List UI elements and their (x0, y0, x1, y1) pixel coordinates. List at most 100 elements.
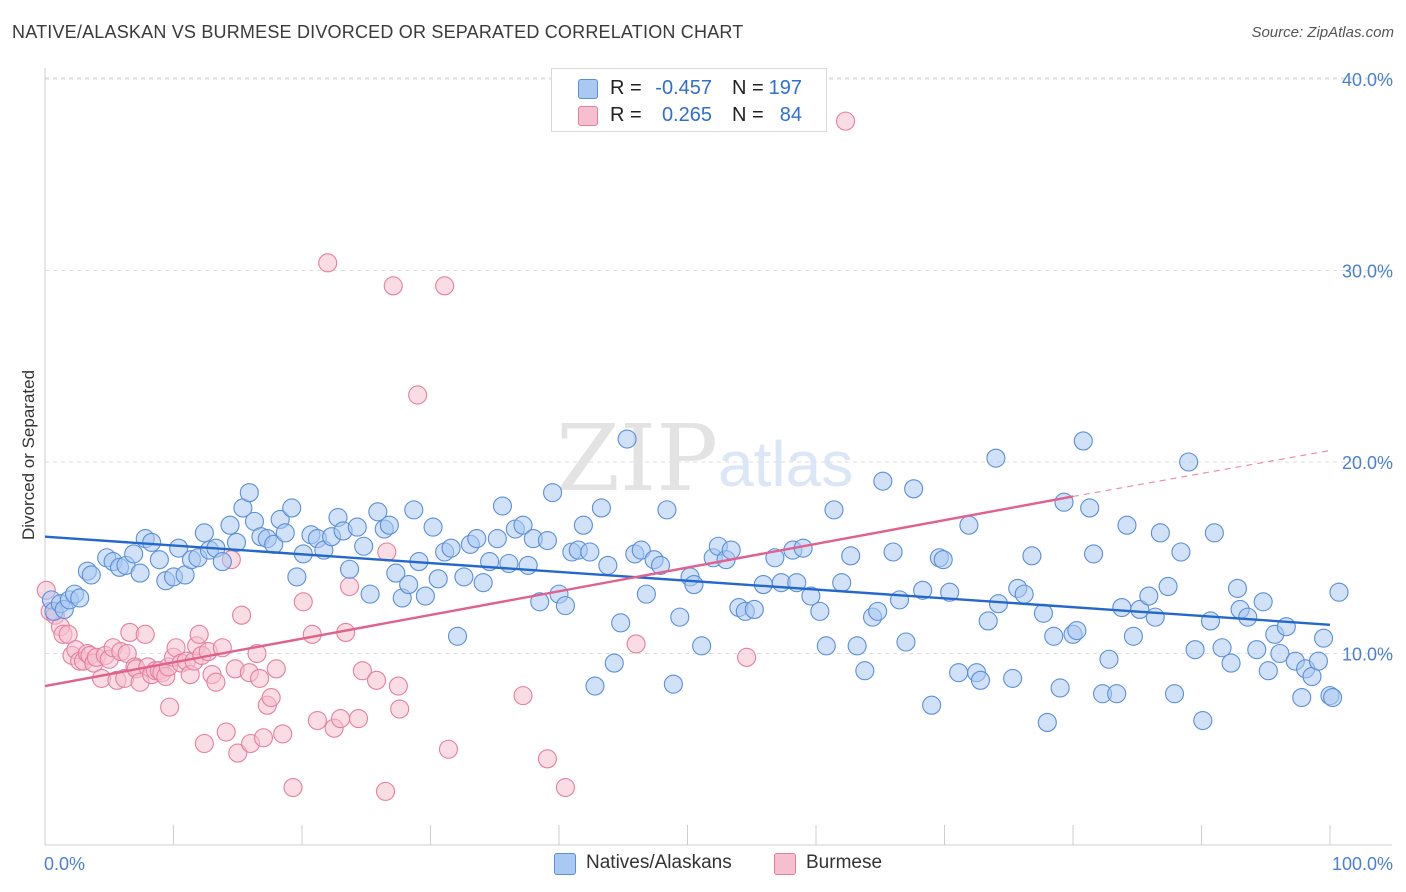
natives-point (239, 483, 259, 503)
burmese-point (438, 739, 459, 759)
data-points (36, 111, 1349, 801)
natives-point (591, 498, 611, 518)
natives-point (194, 523, 214, 543)
natives-point (986, 448, 1006, 468)
burmese-point (513, 686, 533, 706)
burmese-swatch (578, 106, 598, 126)
natives-point (492, 496, 513, 516)
n-value: 197 (768, 77, 802, 99)
natives-point (810, 601, 830, 621)
burmese-point (293, 592, 313, 612)
natives-point (631, 540, 651, 560)
natives-point (282, 498, 302, 518)
natives-point (978, 611, 998, 631)
natives-point (585, 676, 605, 696)
natives-point (124, 544, 144, 564)
natives-point (70, 588, 90, 608)
burmese-point (836, 111, 856, 131)
natives-point (657, 500, 677, 520)
natives-point (896, 632, 916, 652)
burmese-point (206, 672, 226, 692)
natives-point (988, 594, 1009, 614)
burmese-point (216, 722, 236, 742)
natives-point (454, 567, 474, 587)
natives-point (1270, 643, 1290, 664)
legend-burmese-swatch (774, 853, 796, 875)
natives-point (1323, 687, 1343, 708)
burmese-point (135, 624, 155, 644)
natives-point (130, 563, 150, 583)
natives-point (1014, 584, 1034, 604)
natives-point (1003, 668, 1023, 688)
natives-swatch (578, 79, 598, 99)
burmese-point (232, 605, 252, 625)
burmese-point (330, 709, 351, 729)
natives-point (287, 567, 307, 587)
natives-point (447, 626, 468, 646)
natives-point (1033, 603, 1053, 623)
natives-point (1050, 678, 1070, 698)
natives-point (220, 515, 240, 535)
natives-point (1247, 640, 1267, 660)
natives-point (1130, 599, 1150, 620)
burmese-point (339, 576, 360, 597)
natives-point (1099, 649, 1119, 669)
burmese-point (348, 709, 369, 729)
burmese-point (352, 661, 372, 681)
burmese-trend-extension (1072, 449, 1331, 498)
natives-point (1238, 607, 1258, 627)
natives-point (212, 552, 232, 572)
natives-point (1044, 626, 1064, 646)
natives-point (530, 592, 550, 612)
natives-point (883, 542, 903, 562)
x-tick-label: 100.0% (1332, 854, 1393, 874)
burmese-point (58, 624, 78, 644)
natives-point (169, 538, 189, 558)
natives-point (617, 429, 637, 449)
natives-point (970, 670, 991, 690)
natives-point (824, 500, 844, 520)
natives-point (1080, 498, 1100, 518)
burmese-point (283, 777, 303, 798)
natives-point (1150, 523, 1170, 543)
burmese-point (377, 542, 397, 562)
natives-point (832, 573, 852, 593)
natives-point (537, 530, 557, 551)
natives-point (1022, 546, 1042, 566)
natives-point (1185, 640, 1205, 660)
burmese-point (302, 624, 322, 644)
natives-point (636, 584, 656, 604)
natives-point (922, 695, 942, 715)
natives-point (889, 590, 910, 610)
stats-box: R = -0.457 N = 197 R = 0.265 N = 84 (551, 68, 827, 132)
burmese-point (189, 624, 209, 644)
burmese-point (250, 668, 270, 688)
natives-point (868, 601, 888, 621)
r-value: -0.457 (655, 77, 712, 99)
natives-point (1037, 712, 1057, 732)
burmese-point (388, 676, 408, 696)
natives-point (855, 661, 875, 681)
natives-point (1117, 515, 1137, 535)
burmese-point (228, 743, 248, 763)
natives-point (1292, 687, 1312, 708)
natives-point (904, 479, 924, 499)
grid-lines (45, 77, 1392, 654)
natives-point (555, 596, 575, 616)
natives-point (1171, 542, 1191, 562)
natives-point (1158, 576, 1178, 597)
natives-point (873, 471, 893, 491)
natives-point (684, 575, 704, 595)
natives-point (721, 540, 741, 560)
natives-point (360, 584, 380, 604)
natives-point (149, 550, 169, 570)
natives-point (670, 607, 690, 627)
tick-labels: 10.0% 20.0% 30.0% 40.0% 0.0% 100.0% (44, 70, 1393, 874)
y-axis-label: Divorced or Separated (19, 370, 38, 540)
natives-point (1193, 710, 1213, 731)
stats-row-burmese: R = 0.265 N = 84 (552, 102, 826, 128)
burmese-point (435, 276, 455, 296)
burmese-point (307, 710, 327, 731)
natives-point (1073, 431, 1093, 451)
